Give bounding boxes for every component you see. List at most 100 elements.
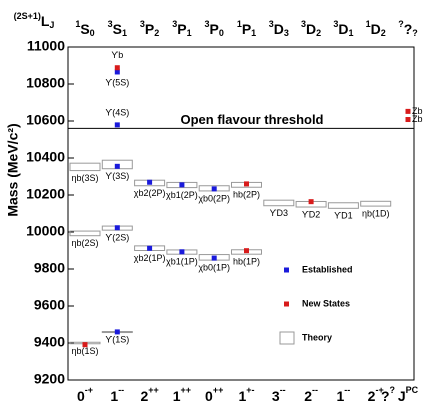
jpc-label: 0-+ xyxy=(77,385,93,403)
jpc-label-main: 3 xyxy=(272,388,280,404)
state-label: ηb(1D) xyxy=(362,208,390,218)
state-marker xyxy=(244,248,249,254)
y-axis-label: Mass (MeV/c²) xyxy=(5,123,21,216)
jpc-label: 3-- xyxy=(272,385,286,403)
state-label: χb1(1P) xyxy=(166,257,198,267)
jpc-axis-label-main: J xyxy=(398,388,406,404)
column-label-sup: 3 xyxy=(333,19,338,29)
plot-frame xyxy=(67,46,415,381)
state-marker xyxy=(179,249,185,255)
jpc-label-sup: -- xyxy=(280,385,286,395)
y-tick-label: 9800 xyxy=(34,260,65,276)
column-label-sub: 1 xyxy=(187,28,192,38)
state-marker xyxy=(82,342,88,348)
column-label-main: D xyxy=(371,21,381,37)
jpc-axis-label: JPC xyxy=(398,385,419,403)
column-label-sup: 3 xyxy=(301,19,306,29)
column-label-sub: 2 xyxy=(381,28,386,38)
column-label-sub: 1 xyxy=(251,28,256,38)
legend-label: Theory xyxy=(302,332,332,342)
jpc-label-main: ? xyxy=(381,388,390,404)
column-label-sup: 3 xyxy=(140,19,145,29)
column-label-main: P xyxy=(145,21,154,37)
y-tick-label: 9600 xyxy=(34,297,65,313)
state-label: ηb(2S) xyxy=(71,238,98,248)
legend-label: New States xyxy=(302,298,350,308)
state-label: ϒ(5S) xyxy=(105,77,129,87)
column-label-sup: 1 xyxy=(237,19,242,29)
theory-box xyxy=(69,162,101,172)
state-marker xyxy=(114,163,120,169)
theory-box xyxy=(327,202,359,209)
state-marker xyxy=(147,245,153,251)
column-label-sub: 0 xyxy=(219,28,224,38)
jpc-label-main: 0 xyxy=(205,388,213,404)
column-label-main: D xyxy=(338,21,348,37)
state-marker xyxy=(114,329,120,335)
column-label: 3S1 xyxy=(108,19,127,38)
state-marker xyxy=(114,69,120,75)
column-label: 3P2 xyxy=(140,19,159,38)
state-label: hb(1P) xyxy=(233,257,260,267)
jpc-label-sup: -+ xyxy=(85,385,93,395)
column-label-sub: 2 xyxy=(316,28,321,38)
jpc-label: 0++ xyxy=(205,385,223,403)
state-label: ηb(1S) xyxy=(71,346,98,356)
threshold-label: Open flavour threshold xyxy=(180,112,323,127)
theory-box xyxy=(69,230,101,237)
column-label: 1P1 xyxy=(237,19,256,38)
y-tick-label: 9200 xyxy=(34,371,65,387)
y-tick-label: 10800 xyxy=(26,75,65,91)
column-label: 3P0 xyxy=(205,19,224,38)
jpc-label-sup: +- xyxy=(246,385,254,395)
state-label: χb0(1P) xyxy=(198,262,230,272)
column-label-main: P xyxy=(242,21,251,37)
column-label-sup: ? xyxy=(398,19,404,29)
state-marker xyxy=(114,122,120,128)
column-label-sup: 3 xyxy=(269,19,274,29)
theory-box xyxy=(360,200,392,207)
state-label: ϒ(1S) xyxy=(105,335,129,345)
state-marker xyxy=(405,117,411,123)
column-label: 1S0 xyxy=(75,19,94,38)
state-label: hb(2P) xyxy=(233,190,260,200)
column-label: 3D1 xyxy=(333,19,353,38)
column-label-main: P xyxy=(210,21,219,37)
jpc-label-sup: ++ xyxy=(181,385,192,395)
y-tick-label: 10400 xyxy=(26,149,65,165)
state-label: χb2(2P) xyxy=(134,188,166,198)
state-marker xyxy=(147,179,153,185)
state-label: χb2(1P) xyxy=(134,253,166,263)
jpc-label: 1-- xyxy=(110,385,124,403)
state-marker xyxy=(244,181,249,187)
jpc-label-sup: ++ xyxy=(148,385,159,395)
column-label-main: P xyxy=(177,21,186,37)
jpc-label: 2-- xyxy=(304,385,318,403)
state-label: ϒb xyxy=(111,50,123,60)
state-marker xyxy=(211,186,217,192)
legend-marker xyxy=(284,301,289,307)
jpc-label: 2++ xyxy=(140,385,158,403)
y-tick-label: 10600 xyxy=(26,112,65,128)
jpc-label-sup: -- xyxy=(312,385,318,395)
state-marker xyxy=(114,65,120,71)
column-label: 1D2 xyxy=(366,19,386,38)
y-tick-label: 9400 xyxy=(34,334,65,350)
state-label: ϒ(4S) xyxy=(105,107,129,117)
jpc-label-main: 2 xyxy=(140,388,148,404)
column-label-main: S xyxy=(113,21,122,37)
legend-marker xyxy=(284,267,289,273)
state-label: ϒ(3S) xyxy=(105,171,129,181)
jpc-label-main: 0 xyxy=(77,388,85,404)
jpc-axis-label-sup: PC xyxy=(406,385,419,395)
column-label-sup: 3 xyxy=(108,19,113,29)
y-tick-label: 10000 xyxy=(26,223,65,239)
column-label-sub: 1 xyxy=(348,28,353,38)
jpc-label-sup: ++ xyxy=(213,385,224,395)
jpc-label: 1++ xyxy=(173,385,191,403)
column-label-main: S xyxy=(80,21,89,37)
state-label: ϒD2 xyxy=(302,209,320,219)
state-label: χb1(2P) xyxy=(166,190,198,200)
jpc-label-sup: ? xyxy=(390,385,396,395)
state-label: Zb2 xyxy=(412,114,423,124)
